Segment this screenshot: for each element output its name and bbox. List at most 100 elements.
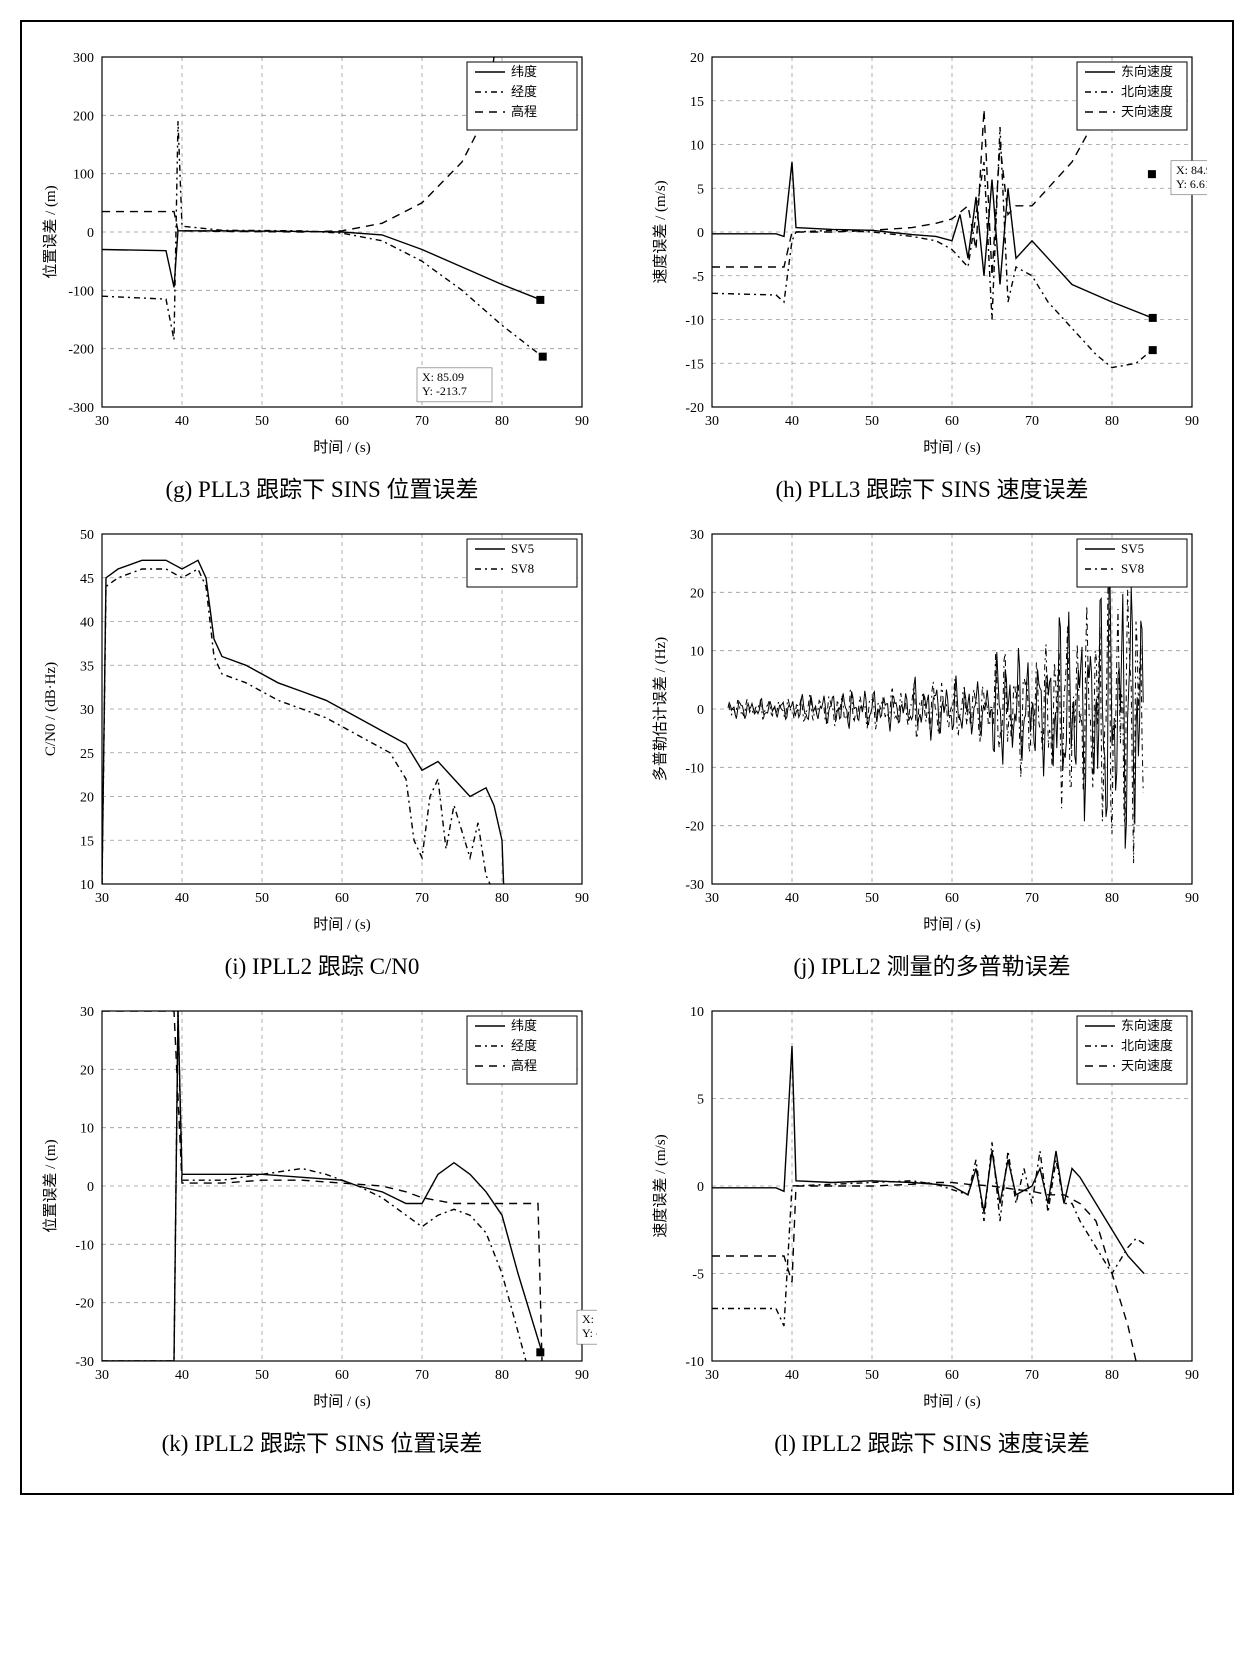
- svg-text:10: 10: [690, 139, 704, 154]
- svg-text:-20: -20: [685, 820, 704, 835]
- svg-text:-100: -100: [68, 284, 94, 299]
- svg-text:40: 40: [175, 891, 189, 906]
- ylabel: 位置误差 / (m): [42, 1139, 59, 1232]
- svg-text:60: 60: [945, 1368, 959, 1383]
- svg-text:-10: -10: [685, 1355, 704, 1370]
- svg-text:-30: -30: [685, 878, 704, 893]
- svg-text:20: 20: [690, 51, 704, 66]
- svg-text:70: 70: [415, 414, 429, 429]
- ylabel: 速度误差 / (m/s): [652, 1134, 669, 1237]
- ylabel: 位置误差 / (m): [42, 185, 59, 278]
- svg-text:60: 60: [335, 1368, 349, 1383]
- xlabel: 时间 / (s): [313, 1393, 371, 1410]
- svg-text:0: 0: [697, 226, 704, 241]
- legend-item-1: 经度: [511, 84, 537, 99]
- chart-svg: 30405060708090-30-20-100102030时间 / (s)位置…: [37, 996, 597, 1416]
- legend-item-0: SV5: [511, 541, 534, 556]
- svg-text:5: 5: [697, 182, 704, 197]
- chart-svg: 30405060708090-300-200-1000100200300时间 /…: [37, 42, 597, 462]
- chart-svg: 30405060708090-10-50510时间 / (s)速度误差 / (m…: [647, 996, 1207, 1416]
- svg-text:40: 40: [785, 1368, 799, 1383]
- legend-item-2: 高程: [511, 104, 537, 119]
- svg-text:70: 70: [1025, 891, 1039, 906]
- svg-text:5: 5: [697, 1093, 704, 1108]
- annotation-1-line-1: Y: -213.7: [422, 384, 467, 398]
- svg-text:60: 60: [335, 414, 349, 429]
- svg-text:80: 80: [495, 891, 509, 906]
- ylabel: 多普勒估计误差 / (Hz): [652, 637, 669, 781]
- svg-text:90: 90: [575, 1368, 589, 1383]
- svg-text:90: 90: [575, 891, 589, 906]
- legend-item-2: 天向速度: [1121, 104, 1173, 119]
- svg-text:30: 30: [95, 891, 109, 906]
- svg-text:70: 70: [1025, 414, 1039, 429]
- svg-text:50: 50: [80, 528, 94, 543]
- svg-text:-15: -15: [685, 357, 704, 372]
- svg-text:70: 70: [1025, 1368, 1039, 1383]
- marker-1: [539, 353, 547, 361]
- svg-text:100: 100: [73, 168, 94, 183]
- chart-svg: 30405060708090-30-20-100102030时间 / (s)多普…: [647, 519, 1207, 939]
- row-2: 30405060708090101520253035404550时间 / (s)…: [37, 519, 1217, 981]
- caption-g: (g) PLL3 跟踪下 SINS 位置误差: [37, 470, 607, 504]
- legend-item-0: 东向速度: [1121, 1018, 1173, 1033]
- annotation-0-line-0: X: 84.99: [1176, 163, 1207, 177]
- svg-text:15: 15: [80, 834, 94, 849]
- svg-text:50: 50: [865, 891, 879, 906]
- svg-text:90: 90: [1185, 891, 1199, 906]
- svg-text:30: 30: [705, 1368, 719, 1383]
- svg-text:0: 0: [87, 1180, 94, 1195]
- xlabel: 时间 / (s): [313, 439, 371, 456]
- svg-text:30: 30: [705, 891, 719, 906]
- svg-text:30: 30: [80, 703, 94, 718]
- caption-k: (k) IPLL2 跟踪下 SINS 位置误差: [37, 1424, 607, 1458]
- xlabel: 时间 / (s): [313, 916, 371, 933]
- svg-text:90: 90: [1185, 1368, 1199, 1383]
- svg-text:-300: -300: [68, 401, 94, 416]
- svg-text:40: 40: [175, 1368, 189, 1383]
- legend-item-2: 高程: [511, 1058, 537, 1073]
- legend-item-1: 经度: [511, 1038, 537, 1053]
- cell-g: 30405060708090-300-200-1000100200300时间 /…: [37, 42, 607, 504]
- svg-text:15: 15: [690, 95, 704, 110]
- svg-text:70: 70: [415, 891, 429, 906]
- svg-text:30: 30: [95, 414, 109, 429]
- cell-h: 30405060708090-20-15-10-505101520时间 / (s…: [647, 42, 1217, 504]
- svg-text:60: 60: [945, 414, 959, 429]
- row-3: 30405060708090-30-20-100102030时间 / (s)位置…: [37, 996, 1217, 1458]
- svg-text:60: 60: [945, 891, 959, 906]
- svg-text:80: 80: [1105, 414, 1119, 429]
- marker-2: [1149, 346, 1157, 354]
- svg-text:10: 10: [80, 1122, 94, 1137]
- ylabel: C/N0 / (dB·Hz): [43, 662, 59, 756]
- svg-text:40: 40: [80, 616, 94, 631]
- svg-text:90: 90: [1185, 414, 1199, 429]
- svg-text:40: 40: [785, 891, 799, 906]
- svg-text:80: 80: [1105, 891, 1119, 906]
- svg-text:35: 35: [80, 659, 94, 674]
- svg-text:-5: -5: [692, 1268, 704, 1283]
- marker-0: [536, 1348, 544, 1356]
- svg-text:45: 45: [80, 572, 94, 587]
- svg-text:-20: -20: [75, 1297, 94, 1312]
- svg-text:80: 80: [1105, 1368, 1119, 1383]
- svg-text:-20: -20: [685, 401, 704, 416]
- svg-text:-10: -10: [75, 1238, 94, 1253]
- svg-text:200: 200: [73, 109, 94, 124]
- svg-text:20: 20: [80, 1063, 94, 1078]
- cell-i: 30405060708090101520253035404550时间 / (s)…: [37, 519, 607, 981]
- ylabel: 速度误差 / (m/s): [652, 180, 669, 283]
- svg-text:20: 20: [690, 586, 704, 601]
- cell-j: 30405060708090-30-20-100102030时间 / (s)多普…: [647, 519, 1217, 981]
- legend-item-1: 北向速度: [1121, 1038, 1173, 1053]
- svg-text:60: 60: [335, 891, 349, 906]
- cell-k: 30405060708090-30-20-100102030时间 / (s)位置…: [37, 996, 607, 1458]
- svg-text:0: 0: [697, 1180, 704, 1195]
- caption-j: (j) IPLL2 测量的多普勒误差: [647, 947, 1217, 981]
- figure-frame: 30405060708090-300-200-1000100200300时间 /…: [20, 20, 1234, 1495]
- svg-text:50: 50: [255, 414, 269, 429]
- svg-text:-5: -5: [692, 270, 704, 285]
- caption-i: (i) IPLL2 跟踪 C/N0: [37, 947, 607, 981]
- cell-l: 30405060708090-10-50510时间 / (s)速度误差 / (m…: [647, 996, 1217, 1458]
- svg-text:50: 50: [255, 891, 269, 906]
